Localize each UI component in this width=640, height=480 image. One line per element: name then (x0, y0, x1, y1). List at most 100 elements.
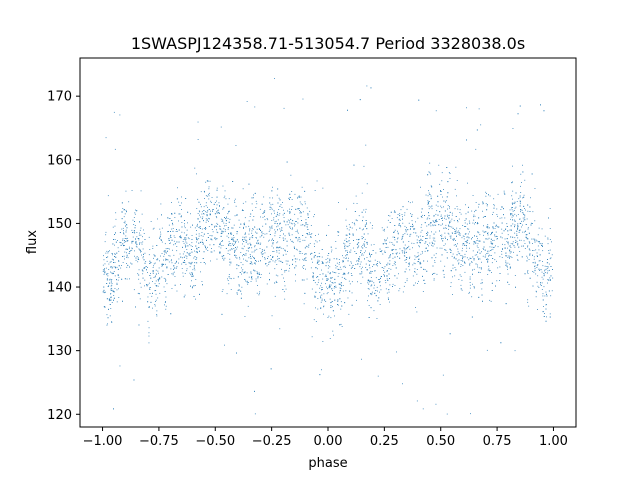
data-point (379, 263, 381, 264)
data-point (549, 279, 551, 281)
data-point (223, 231, 224, 233)
data-point (184, 294, 186, 296)
data-point (344, 277, 346, 279)
data-point (404, 252, 406, 254)
data-point (245, 253, 247, 254)
data-point (254, 246, 256, 248)
data-point (154, 283, 156, 285)
data-point (497, 267, 499, 269)
data-point (493, 198, 495, 200)
data-point (365, 208, 367, 210)
data-point (434, 237, 436, 239)
data-point (188, 254, 190, 256)
data-point (139, 249, 140, 251)
data-point (358, 259, 360, 261)
data-point (279, 222, 281, 224)
data-point (123, 240, 125, 241)
data-point (444, 215, 446, 217)
data-point (390, 211, 392, 213)
data-point (194, 262, 195, 264)
data-point (170, 231, 171, 232)
data-point (164, 243, 166, 245)
data-point (181, 215, 182, 217)
data-point (206, 195, 208, 197)
data-point (229, 210, 230, 212)
data-point (113, 272, 114, 274)
data-point (126, 238, 127, 240)
data-point (149, 263, 151, 264)
data-point (142, 241, 144, 243)
data-point (494, 234, 496, 236)
data-point (372, 225, 373, 226)
data-point (431, 231, 432, 233)
data-point (520, 209, 522, 210)
data-point (514, 220, 516, 222)
data-point (397, 214, 399, 215)
data-point (230, 278, 232, 280)
data-point (183, 262, 185, 263)
data-point (137, 261, 139, 263)
data-point (196, 248, 198, 250)
data-point (477, 238, 478, 240)
data-point (511, 209, 513, 211)
data-point (285, 250, 286, 252)
data-point (297, 232, 299, 234)
data-point (409, 248, 411, 250)
data-point (125, 248, 127, 250)
data-point (135, 240, 137, 242)
data-point (441, 172, 443, 174)
data-point (487, 260, 489, 262)
data-point (276, 246, 278, 248)
data-point (161, 241, 163, 243)
data-point (257, 240, 258, 242)
data-point (126, 254, 128, 256)
data-point (525, 236, 527, 238)
data-point (550, 275, 552, 277)
data-point (274, 295, 276, 297)
data-point (443, 274, 445, 275)
data-point (420, 226, 422, 228)
data-point (444, 243, 446, 245)
data-point (439, 230, 440, 232)
data-point (472, 273, 473, 275)
data-point (195, 262, 197, 264)
data-point (171, 220, 173, 221)
data-point (524, 273, 526, 275)
data-point (460, 288, 462, 290)
data-point (307, 213, 309, 214)
data-point (256, 260, 257, 262)
data-point (474, 211, 475, 213)
data-point (232, 239, 234, 240)
data-point (269, 227, 271, 229)
data-point (463, 256, 465, 258)
data-point (313, 216, 315, 218)
data-point (406, 247, 408, 248)
data-point (347, 273, 349, 275)
data-point (329, 258, 331, 260)
data-point (354, 211, 356, 212)
data-point (534, 238, 536, 240)
data-point (300, 212, 302, 214)
data-point (214, 213, 216, 215)
data-point (206, 219, 208, 221)
data-point (261, 203, 263, 205)
data-point (109, 299, 111, 301)
data-point (514, 224, 516, 226)
data-point (324, 299, 326, 301)
data-point (307, 233, 308, 235)
data-point (450, 250, 452, 252)
data-point (285, 288, 287, 290)
data-point (368, 295, 369, 297)
data-point (356, 260, 358, 262)
data-point (337, 301, 339, 302)
data-point (176, 198, 178, 200)
data-point (262, 233, 264, 234)
data-point (430, 225, 432, 227)
data-point (241, 267, 242, 269)
data-point (309, 233, 311, 235)
data-point (426, 238, 428, 239)
data-point (223, 255, 225, 256)
data-point (183, 296, 185, 298)
data-point (116, 266, 118, 268)
data-point (319, 256, 321, 258)
